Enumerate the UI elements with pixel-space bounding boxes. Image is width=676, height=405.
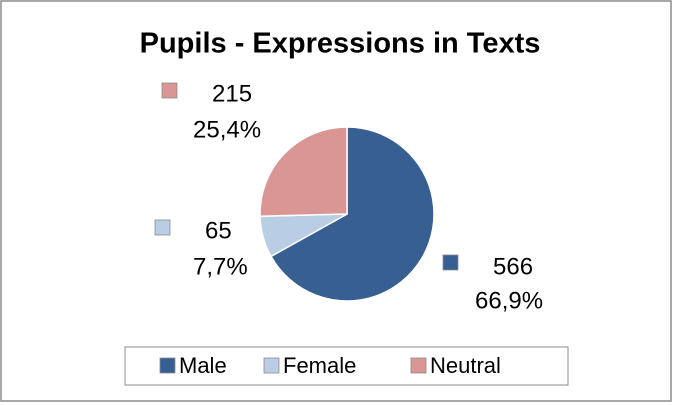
- legend-label: Male: [179, 353, 227, 378]
- label-key: [154, 219, 171, 236]
- legend-label: Female: [283, 353, 356, 378]
- percent-label: 25,4%: [193, 116, 261, 143]
- percent-label: 66,9%: [475, 287, 543, 314]
- label-key: [161, 82, 178, 99]
- label-key: [442, 254, 459, 271]
- legend-swatch: [159, 357, 176, 374]
- data-label: 215: [212, 80, 252, 107]
- legend-box: [124, 346, 569, 386]
- chart-title: Pupils - Expressions in Texts: [140, 28, 541, 60]
- pie-slice: [269, 126, 435, 302]
- legend-label: Neutral: [430, 353, 501, 378]
- data-label: 65: [205, 217, 232, 244]
- data-label: 566: [493, 253, 533, 280]
- pie-slice: [259, 126, 348, 218]
- legend-swatch: [263, 357, 280, 374]
- legend-swatch: [410, 357, 427, 374]
- percent-label: 7,7%: [193, 253, 248, 280]
